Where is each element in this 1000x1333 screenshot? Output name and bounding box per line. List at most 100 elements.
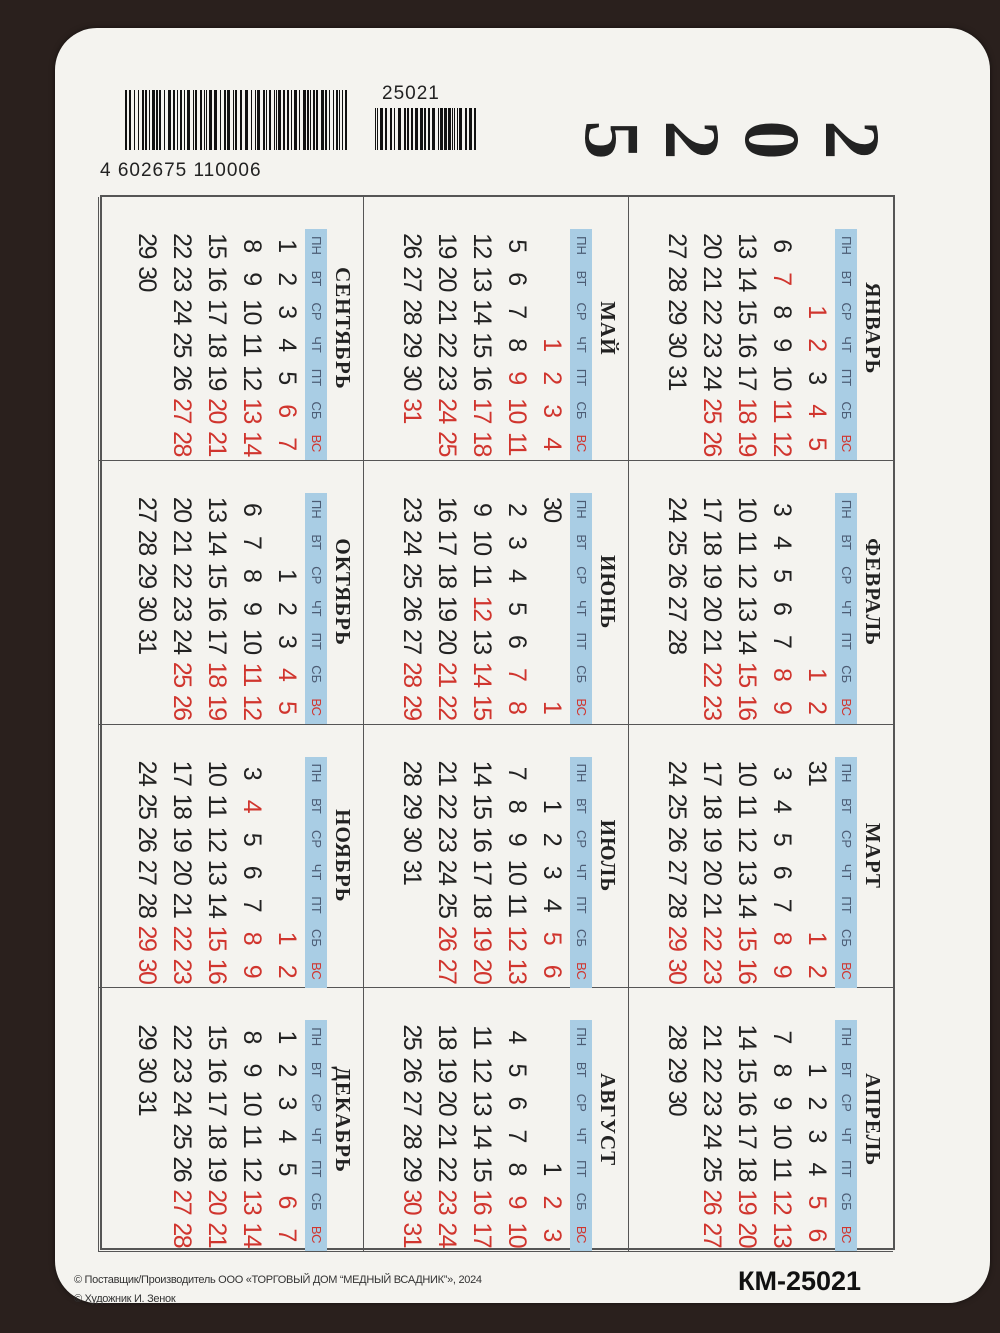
day-number: 19 [733,1189,761,1215]
day-number: 13 [238,398,266,423]
month-cell: МАРТ ПН ВТ СР ЧТ ПТ СБ ВС 1 2 3 4 5 6 7 8 9 10 11 12 13 14 15 1… [628,724,893,989]
day-number: 9 [768,1096,796,1109]
month-name: ОКТЯБРЬ [331,538,355,646]
day-number: 25 [663,529,691,555]
weekday-label: ВТ [839,1061,854,1078]
year-digit: 5 [569,120,656,160]
barcode-bar [177,90,178,150]
day-number: 1 [538,1162,566,1175]
weekday-header: ПН ВТ СР ЧТ ПТ СБ ВС [305,1020,327,1252]
weekday-label: СБ [839,1192,854,1211]
day-number: 7 [768,898,796,912]
barcode-bar [313,90,315,150]
barcode-bar [428,108,430,150]
weekday-label: ЧТ [574,336,589,353]
day-number: 8 [238,239,266,252]
weekday-label: СБ [839,665,854,684]
day-number: 25 [698,398,726,423]
day-number: 27 [398,628,426,654]
day-number: 29 [133,562,161,588]
day-number: 29 [133,1024,161,1050]
day-number: 13 [503,958,531,984]
barcode-bar [206,90,207,150]
day-number: 2 [273,272,301,285]
barcode-number: 4 602675 110006 [100,160,262,181]
day-number: 28 [168,1222,196,1248]
day-number: 30 [663,1090,691,1116]
day-number: 28 [398,1123,426,1149]
barcode-bar [375,108,376,150]
day-number: 4 [238,799,266,813]
day-number: 26 [663,826,691,852]
day-number: 6 [538,964,566,978]
barcode-bar [424,108,426,150]
day-number: 11 [733,794,761,818]
barcode-bar [274,90,275,150]
day-number: 25 [433,892,461,918]
day-number: 11 [468,563,496,587]
day-number: 1 [803,668,831,681]
day-number: 2 [538,371,566,384]
barcode-bar [263,90,265,150]
weekday-label: ПН [574,763,589,783]
day-number: 4 [768,799,796,813]
day-number: 12 [768,431,796,456]
weekday-label: ПТ [839,632,854,650]
weekday-header: ПН ВТ СР ЧТ ПТ СБ ВС [570,229,592,460]
barcode-bar [398,108,401,150]
day-number: 8 [768,668,796,681]
weekday-label: ПТ [309,632,324,650]
weekday-label: СР [839,829,854,849]
day-number: 1 [538,799,566,813]
day-number: 21 [433,760,461,786]
day-number: 10 [238,628,266,654]
day-number: 11 [768,1157,796,1181]
weekday-label: ПТ [574,1160,589,1178]
day-number: 24 [663,496,691,522]
day-number: 15 [468,793,496,819]
weekday-label: ВТ [574,270,589,287]
day-number: 28 [133,529,161,555]
barcode-bar [269,90,271,150]
day-number: 30 [133,1057,161,1083]
day-number: 23 [168,595,196,621]
day-number: 6 [768,602,796,615]
day-number: 13 [733,595,761,621]
day-number: 9 [503,371,531,384]
day-number: 16 [203,1057,231,1083]
day-number: 8 [238,569,266,582]
day-number: 13 [468,628,496,654]
day-number: 10 [733,760,761,786]
day-number: 22 [433,1156,461,1182]
day-number: 10 [768,1123,796,1149]
day-number: 15 [203,925,231,951]
weekday-label: СР [574,566,589,585]
weekday-label: ПН [839,1027,854,1047]
day-number: 18 [203,332,231,357]
weekday-label: ВТ [309,534,324,551]
month-name: ИЮНЬ [596,555,620,630]
day-number: 23 [168,958,196,984]
day-number: 4 [803,1162,831,1175]
day-number: 27 [663,233,691,258]
day-number: 10 [503,859,531,885]
weekday-label: ЧТ [839,336,854,353]
weekday-label: ЧТ [309,1127,324,1145]
day-number: 16 [203,595,231,621]
day-number: 2 [273,1063,301,1076]
barcode [125,90,357,150]
month-cell: ФЕВРАЛЬ ПН ВТ СР ЧТ ПТ СБ ВС 1 2 3 4 5 6 7 8 9 10 11 12 13 14… [628,460,893,725]
weekday-label: СБ [574,929,589,947]
day-number: 10 [468,529,496,555]
month-name: ИЮЛЬ [596,819,620,893]
day-number: 3 [273,305,301,318]
barcode-bar [438,108,439,150]
day-number: 16 [203,266,231,291]
day-number: 7 [503,766,531,780]
day-number: 14 [468,661,496,687]
month-cell: АПРЕЛЬ ПН ВТ СР ЧТ ПТ СБ ВС 1 2 3 4 5 6 7 8 9 10 11 12 13 14 1… [628,988,893,1252]
day-number: 11 [238,662,266,686]
day-number: 21 [433,661,461,687]
month-name: АВГУСТ [596,1073,620,1167]
